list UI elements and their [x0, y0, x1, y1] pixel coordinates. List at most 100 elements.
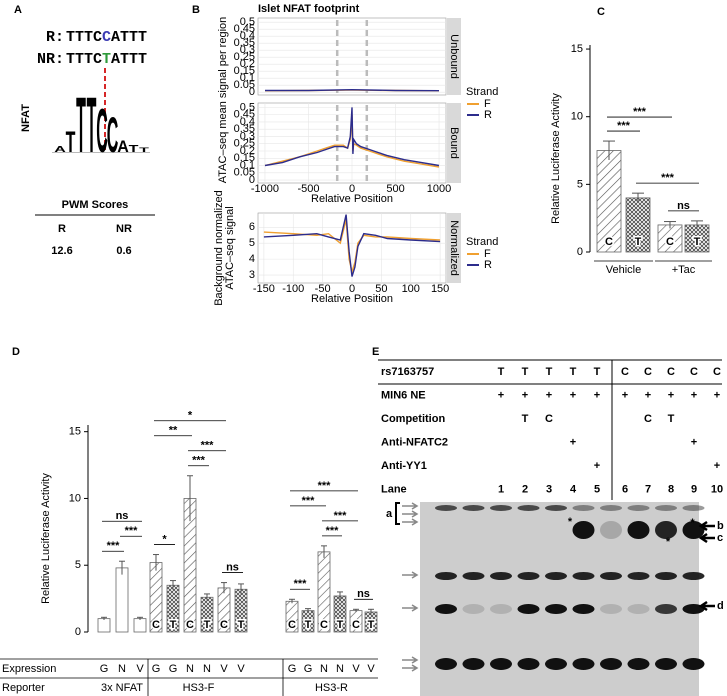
gel-arrow	[402, 656, 419, 664]
significance-label: *	[188, 410, 193, 422]
legend-label: R	[484, 259, 492, 271]
y-tick-label: 5	[577, 178, 583, 190]
gel-band	[627, 604, 650, 614]
facet-label: Normalized	[448, 220, 460, 276]
error-bar	[137, 616, 143, 620]
significance-label: ns	[226, 561, 239, 573]
x-axis-label: Relative Position	[311, 293, 393, 305]
significance-label: ***	[201, 440, 215, 452]
gel-band	[517, 572, 540, 580]
y-tick-label: 0.25	[234, 51, 255, 63]
significance-label: ***	[334, 510, 348, 522]
table-cell: 4	[570, 483, 577, 495]
y-axis-label: Relative Luciferase Activity	[40, 473, 52, 604]
x-tick-label: N	[186, 663, 194, 675]
panel-label: A	[14, 4, 22, 16]
bar-letter: C	[320, 619, 328, 631]
gel-band	[682, 521, 705, 539]
table-cell: +	[570, 436, 576, 448]
bar-letter: T	[337, 619, 344, 631]
error-bar	[353, 608, 359, 612]
gel-asterisk: *	[690, 517, 695, 529]
y-tick-label: 0.45	[234, 23, 255, 35]
table-cell: C	[690, 366, 698, 378]
gel-band	[682, 505, 705, 511]
y-axis-label: ATAC–seq signal	[224, 206, 236, 289]
gel-band	[545, 658, 567, 670]
gel-band	[572, 658, 595, 670]
bar	[133, 618, 147, 633]
significance-label: ns	[677, 200, 690, 212]
pwm-column: NR	[116, 223, 132, 235]
gel-band	[655, 604, 677, 614]
row-label: Reporter	[2, 682, 45, 694]
y-tick-label: 5	[75, 559, 81, 571]
x-tick-label: -1000	[251, 183, 279, 195]
gel-band	[572, 604, 595, 614]
pwm-column: R	[58, 223, 66, 235]
table-cell: 5	[594, 483, 600, 495]
bar-letter: C	[352, 619, 360, 631]
gel-arrow	[402, 502, 419, 510]
y-tick-label: 10	[571, 111, 583, 123]
row-label: Lane	[381, 483, 407, 495]
gel-band	[462, 572, 485, 580]
bar-letter: T	[170, 619, 177, 631]
error-bar	[337, 591, 343, 600]
group-label: Vehicle	[606, 264, 641, 276]
pwm-score: 0.6	[116, 245, 131, 257]
facet-label: Unbound	[448, 34, 460, 79]
gel-band	[545, 572, 567, 580]
pwm-score: 12.6	[51, 245, 72, 257]
gel-band	[490, 572, 512, 580]
gel-band	[435, 604, 457, 614]
sequence-label: NR:	[37, 51, 64, 68]
x-tick-label: N	[203, 663, 211, 675]
significance-label: ***	[107, 540, 121, 552]
logo-letter: T	[76, 81, 86, 170]
x-tick-label: -100	[282, 283, 304, 295]
bar-letter: C	[186, 619, 194, 631]
y-tick-label: 0.45	[234, 109, 255, 121]
y-axis-label: Relative Luciferase Activity	[550, 93, 562, 224]
x-tick-label: G	[100, 663, 109, 675]
chart-title: Islet NFAT footprint	[258, 3, 360, 15]
plot-background	[257, 17, 447, 96]
table-cell: T	[668, 413, 675, 425]
sequence-label: R:	[46, 29, 64, 46]
row-label: MIN6 NE	[381, 389, 426, 401]
table-cell: 1	[498, 483, 504, 495]
gel-band	[517, 505, 540, 511]
x-axis-label: Relative Position	[311, 193, 393, 205]
series-line	[264, 107, 440, 167]
table-cell: C	[644, 366, 652, 378]
gel-band	[462, 505, 485, 511]
logo-letter: C	[107, 106, 119, 163]
table-cell: T	[546, 366, 553, 378]
error-bar	[691, 220, 703, 229]
table-cell: T	[522, 366, 529, 378]
gel-band	[517, 604, 540, 614]
error-bar	[119, 560, 125, 575]
bar-letter: C	[152, 619, 160, 631]
logo-letter: T	[87, 81, 97, 170]
bar-letter: T	[635, 236, 642, 248]
table-cell: T	[498, 366, 505, 378]
gel-band	[435, 572, 457, 580]
significance-label: ***	[294, 578, 308, 590]
row-label: rs7163757	[381, 366, 434, 378]
x-tick-label: G	[288, 663, 297, 675]
group-label: HS3-F	[183, 682, 215, 694]
gel-band	[462, 658, 485, 670]
error-bar	[289, 598, 295, 604]
gel-band	[572, 572, 595, 580]
gel-band	[600, 572, 622, 580]
y-tick-label: 0.05	[234, 79, 255, 91]
gel-band	[462, 604, 485, 614]
gel-arrow	[402, 604, 419, 612]
error-bar	[664, 221, 676, 229]
significance-label: ***	[125, 525, 139, 537]
x-tick-label: V	[237, 663, 245, 675]
error-bar	[221, 582, 227, 594]
table-cell: +	[645, 389, 651, 401]
